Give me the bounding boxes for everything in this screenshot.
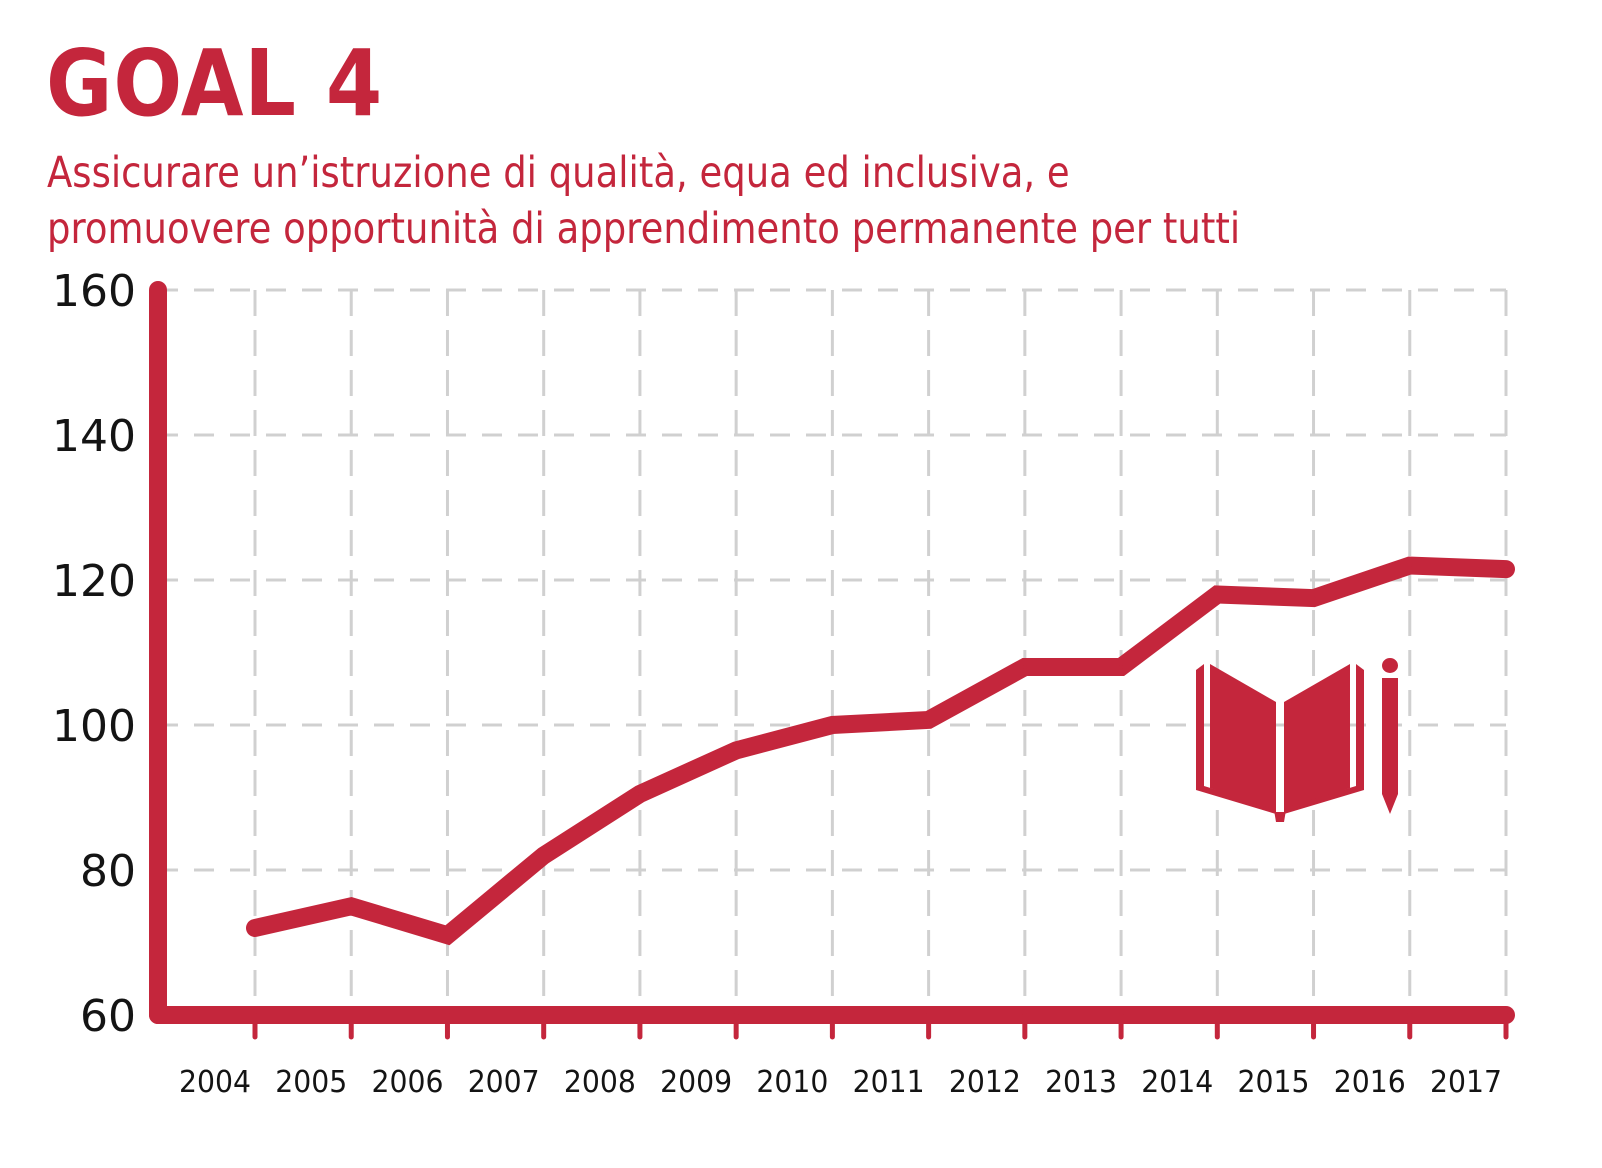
y-tick-label: 100	[52, 701, 136, 752]
x-tick-labels: 2004 2005 2006 2007 2008 2009 2010 2011 2012 2013…	[179, 1065, 1502, 1100]
x-tick-label: 2009	[660, 1065, 732, 1100]
book-left-page	[1210, 664, 1276, 810]
x-tick-label: 2012	[949, 1065, 1021, 1100]
y-tick-label: 120	[52, 556, 136, 607]
data-point	[1022, 665, 1027, 669]
data-point	[541, 853, 546, 858]
x-tick-label: 2014	[1141, 1065, 1213, 1100]
book-spine	[1274, 810, 1286, 822]
grid-lines	[158, 288, 1508, 1015]
axes	[149, 281, 1515, 1040]
data-point	[1215, 592, 1220, 597]
book-and-pencil-icon	[1196, 658, 1398, 822]
series-line	[246, 556, 1515, 946]
data-point	[734, 748, 739, 753]
x-tick-label: 2010	[756, 1065, 828, 1100]
y-tick-label: 140	[52, 411, 136, 462]
pencil-cap	[1382, 658, 1398, 673]
subtitle-line-1: Assicurare un’istruzione di qualità, equ…	[47, 148, 1070, 198]
x-tick-label: 2006	[371, 1065, 443, 1100]
x-tick-label: 2008	[564, 1065, 636, 1100]
x-tick-label: 2016	[1334, 1065, 1406, 1100]
data-point	[1311, 596, 1316, 601]
x-tick-label: 2005	[275, 1065, 347, 1100]
data-point	[1119, 665, 1124, 669]
data-point	[445, 933, 450, 938]
data-point	[830, 723, 835, 727]
x-tick-label: 2011	[853, 1065, 925, 1100]
x-tick-label: 2017	[1430, 1065, 1502, 1100]
book-right-page	[1284, 664, 1350, 810]
x-tick-label: 2007	[468, 1065, 540, 1100]
subtitle-line-2: promuovere opportunità di apprendimento …	[47, 204, 1241, 254]
data-point	[349, 904, 354, 909]
data-point	[253, 926, 257, 930]
x-tick-label: 2015	[1238, 1065, 1310, 1100]
data-point	[926, 717, 931, 722]
pencil-body	[1382, 678, 1398, 814]
x-tick-label: 2013	[1045, 1065, 1117, 1100]
y-tick-label: 60	[80, 991, 136, 1042]
book-right-cover	[1284, 664, 1364, 814]
goal-subtitle: Assicurare un’istruzione di qualità, equ…	[47, 145, 1240, 257]
x-tick-label: 2004	[179, 1065, 251, 1100]
goal-title: GOAL 4	[46, 30, 384, 137]
y-tick-label: 80	[80, 846, 136, 897]
series-group	[246, 556, 1515, 946]
y-tick-labels: 60 80 100 120 140 160	[52, 266, 136, 1042]
y-tick-label: 160	[52, 266, 136, 317]
book-left-cover	[1196, 664, 1276, 814]
data-point	[1504, 567, 1508, 572]
data-point	[637, 791, 642, 796]
data-point	[1407, 563, 1412, 568]
